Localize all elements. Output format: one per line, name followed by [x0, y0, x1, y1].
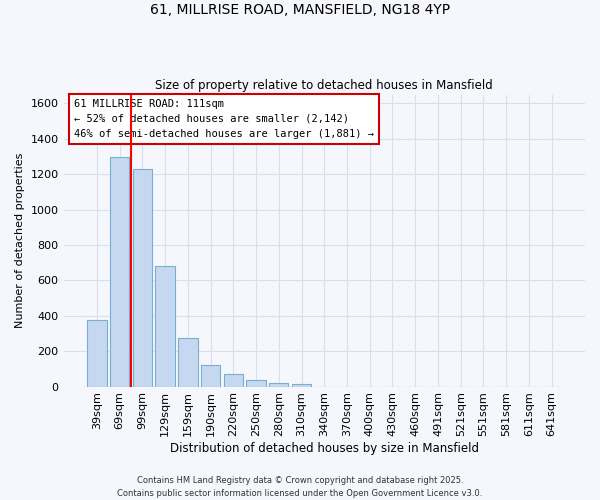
Bar: [155, 266, 175, 386]
Bar: [201, 366, 220, 386]
X-axis label: Distribution of detached houses by size in Mansfield: Distribution of detached houses by size …: [170, 442, 479, 455]
Y-axis label: Number of detached properties: Number of detached properties: [15, 153, 25, 328]
Text: Contains HM Land Registry data © Crown copyright and database right 2025.
Contai: Contains HM Land Registry data © Crown c…: [118, 476, 482, 498]
Bar: [178, 338, 197, 386]
Bar: [247, 380, 266, 386]
Bar: [110, 158, 130, 386]
Bar: [292, 384, 311, 386]
Bar: [87, 320, 107, 386]
Bar: [269, 383, 289, 386]
Bar: [133, 169, 152, 386]
Bar: [224, 374, 243, 386]
Text: 61, MILLRISE ROAD, MANSFIELD, NG18 4YP: 61, MILLRISE ROAD, MANSFIELD, NG18 4YP: [150, 2, 450, 16]
Title: Size of property relative to detached houses in Mansfield: Size of property relative to detached ho…: [155, 79, 493, 92]
Text: 61 MILLRISE ROAD: 111sqm
← 52% of detached houses are smaller (2,142)
46% of sem: 61 MILLRISE ROAD: 111sqm ← 52% of detach…: [74, 99, 374, 138]
